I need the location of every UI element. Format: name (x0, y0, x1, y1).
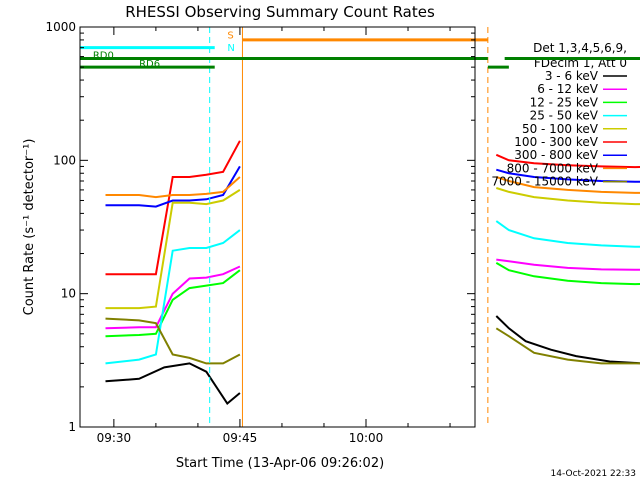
annotation-n: N (227, 43, 234, 54)
annotation-rd0: RD0 (93, 51, 114, 62)
series-100-300-kev-segment-2 (495, 153, 640, 169)
series-7000-15000-kev-segment-2 (495, 327, 640, 365)
annotation-s: S (227, 30, 233, 41)
y-tick-label-100: 100 (53, 153, 76, 167)
plot-area: RD0 RD6 SN 09:30 09:45 10:00 1 10 100 1000 (45, 20, 640, 445)
series-800-7000-kev-segment-1 (105, 176, 241, 199)
series-50-100-kev-segment-2 (496, 187, 640, 206)
series-50-100-kev-segment-1 (105, 189, 241, 310)
series-100-300-kev-segment-1 (105, 140, 241, 276)
x-tick-label-09-45: 09:45 (223, 431, 258, 445)
legend-header-line-1: Det 1,3,4,5,6,9, (533, 41, 627, 55)
series-6-12-kev-segment-1 (105, 265, 241, 330)
legend-label-25-50-kev: 25 - 50 keV (530, 109, 599, 123)
series-800-7000-kev-segment-2 (495, 176, 640, 194)
y-tick-label-1: 1 (68, 420, 76, 434)
series-3-6-kev-segment-2 (495, 315, 640, 365)
chart-title: RHESSI Observing Summary Count Rates (125, 3, 435, 21)
annotation-rd6: RD6 (139, 59, 160, 70)
series-25-50-kev-segment-2 (495, 220, 640, 248)
series-7000-15000-kev-segment-1 (105, 317, 241, 365)
series-300-800-kev-segment-1 (105, 165, 241, 208)
series-300-800-kev-segment-2 (496, 168, 640, 183)
legend-label-7000-15000-kev: 7000 - 15000 keV (491, 175, 598, 189)
x-axis-label: Start Time (13-Apr-06 09:26:02) (176, 456, 384, 471)
series-12-25-kev-segment-1 (105, 269, 241, 338)
legend-label-6-12-kev: 6 - 12 keV (537, 82, 599, 96)
x-tick-label-09-30: 09:30 (97, 431, 132, 445)
series-12-25-kev-segment-2 (495, 262, 640, 286)
x-tick-label-10-00: 10:00 (349, 431, 384, 445)
legend-label-100-300-kev: 100 - 300 keV (514, 135, 598, 149)
y-tick-label-1000: 1000 (45, 20, 76, 34)
y-tick-label-10: 10 (61, 287, 76, 301)
legend-label-300-800-kev: 300 - 800 keV (514, 148, 598, 162)
legend-label-3-6-kev: 3 - 6 keV (545, 69, 599, 83)
y-axis-label: Count Rate (s⁻¹ detector⁻¹) (22, 139, 37, 316)
legend-label-800-7000-kev: 800 - 7000 keV (507, 161, 599, 175)
series-6-12-kev-segment-2 (496, 258, 640, 271)
series-25-50-kev-segment-1 (105, 229, 241, 365)
legend-label-50-100-kev: 50 - 100 keV (522, 122, 599, 136)
footer-date: 14-Oct-2021 22:33 (551, 469, 636, 479)
series-3-6-kev-segment-1 (105, 362, 241, 405)
plot-frame (79, 26, 476, 428)
legend-label-12-25-kev: 12 - 25 keV (530, 95, 599, 109)
